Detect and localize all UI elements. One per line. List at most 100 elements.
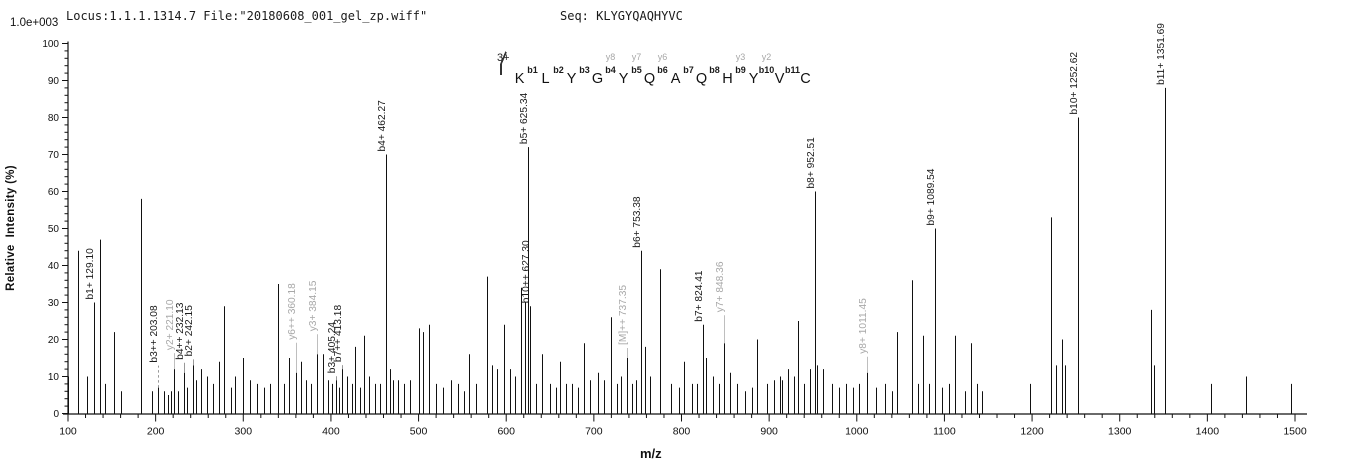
residue-letter: G bbox=[591, 71, 604, 87]
fragment-column: y6 b6 bbox=[500, 50, 669, 77]
b-ion-peak-label: b3++ 203.08 bbox=[149, 305, 160, 363]
y-ion-peak-label: y3+ 384.15 bbox=[308, 280, 319, 331]
residue-column: Y bbox=[617, 50, 631, 103]
b-ion-label: b1 bbox=[527, 65, 538, 75]
x-tick-label: 100 bbox=[59, 426, 77, 438]
y-tick-label: 30 bbox=[48, 298, 60, 309]
residue-letter: A bbox=[670, 71, 681, 87]
residue-letter: L bbox=[541, 71, 550, 87]
y-ion-peak-label: y7+ 848.36 bbox=[715, 261, 726, 312]
fragment-column: b7 bbox=[500, 50, 695, 77]
residue-letter: V bbox=[774, 71, 785, 87]
y-tick-label: 40 bbox=[48, 261, 60, 272]
b-ion-label: b3 bbox=[579, 65, 590, 75]
b-ion-label: b5 bbox=[631, 65, 642, 75]
y-tick-label: 100 bbox=[42, 39, 59, 50]
residue-letter: K bbox=[514, 71, 525, 87]
y-ion-peak-label: [M]++ 737.35 bbox=[618, 285, 629, 345]
x-axis-title: m/z bbox=[640, 446, 662, 461]
b-ion-peak-label: b10+ 1252.62 bbox=[1069, 52, 1080, 115]
x-tick-label: 700 bbox=[585, 426, 603, 438]
residue-letter: H bbox=[722, 71, 733, 87]
x-tick-label: 1100 bbox=[933, 426, 956, 438]
b-ion-label: b10 bbox=[758, 65, 775, 75]
b-ion-peak-label: b3+ 405.24 bbox=[327, 322, 338, 374]
y-ion-peak-label: y8+ 1011.45 bbox=[858, 298, 869, 354]
fragment-column: y3 b9 bbox=[500, 50, 747, 77]
residue-letter: Y bbox=[566, 71, 577, 87]
b-ion-label: b11 bbox=[785, 65, 801, 75]
residue-column: V bbox=[773, 50, 787, 103]
x-tick-label: 900 bbox=[760, 426, 778, 438]
residue-letter: Y bbox=[748, 71, 759, 87]
fragment-column: b2 bbox=[500, 50, 565, 77]
y-ion-label: y6 bbox=[657, 52, 668, 62]
y-ion-label bbox=[713, 50, 716, 65]
b-ion-peak-label: b4++ 232.13 bbox=[175, 302, 186, 360]
x-tick-label: 600 bbox=[497, 426, 515, 438]
header-locus-file: Locus:1.1.1.1314.7 File:"20180608_001_ge… bbox=[66, 9, 428, 23]
fragment-column: y2 b10 bbox=[500, 50, 775, 77]
residue-column: C bbox=[799, 50, 813, 103]
y-ion-label: y8 bbox=[605, 52, 616, 62]
residue-column: H bbox=[721, 50, 735, 103]
b-ion-peak-label: b8+ 952.51 bbox=[806, 137, 817, 189]
b-ion-label: b7 bbox=[683, 65, 694, 75]
y-ion-peak-label: y2+ 221.10 bbox=[165, 299, 176, 350]
y-ion-label bbox=[583, 50, 586, 65]
b-ion-peak-label: b1+ 129.10 bbox=[85, 248, 96, 300]
y-ion-label bbox=[687, 50, 690, 65]
intensity-scale-label: 1.0e+003 bbox=[10, 17, 59, 29]
residue-column: Y bbox=[747, 50, 761, 103]
b-ion-label: b9 bbox=[735, 65, 746, 75]
residue-column: G bbox=[591, 50, 605, 103]
residue-column: Q bbox=[695, 50, 709, 103]
y-tick-label: 50 bbox=[48, 224, 60, 235]
y-ion-label: y3 bbox=[735, 52, 746, 62]
residue-letter: Q bbox=[695, 71, 708, 87]
y-tick-label: 80 bbox=[48, 113, 60, 124]
b-ion-label: b6 bbox=[657, 65, 668, 75]
x-tick-label: 200 bbox=[147, 426, 165, 438]
b-ion-peak-label: b4+ 462.27 bbox=[377, 100, 388, 152]
b-ion-peak-label: b5+ 625.34 bbox=[519, 92, 530, 144]
x-tick-label: 1300 bbox=[1108, 426, 1132, 438]
y-tick-label: 60 bbox=[48, 187, 60, 198]
y-tick-label: 20 bbox=[48, 335, 60, 346]
fragment-column: y8 b4 bbox=[500, 50, 617, 77]
peptide-fragmentation-diagram: 3+ K b1 L b2 Y b3 G y8 b4 Y y7 b5 Q y6 b6 A… bbox=[497, 50, 813, 103]
y-tick-label: 90 bbox=[48, 76, 60, 87]
x-tick-label: 1400 bbox=[1196, 426, 1220, 438]
x-tick-label: 1200 bbox=[1020, 426, 1044, 438]
residue-column: L bbox=[539, 50, 553, 103]
b-ion-peak-label: b7++ 413.18 bbox=[333, 305, 344, 363]
b-ion-label: b2 bbox=[553, 65, 564, 75]
b-ion-label: b8 bbox=[709, 65, 720, 75]
b-ion-peak-label: b2+ 242.15 bbox=[184, 305, 195, 357]
b-ion-peak-label: b10++ 627.30 bbox=[521, 240, 532, 303]
fragment-column: b11 bbox=[500, 50, 801, 77]
x-tick-label: 500 bbox=[410, 426, 428, 438]
b-ion-peak-label: b9+ 1089.54 bbox=[926, 168, 937, 225]
y-tick-label: 10 bbox=[48, 372, 60, 383]
y-tick-label: 0 bbox=[53, 409, 59, 420]
b-ion-peak-label: b6+ 753.38 bbox=[632, 196, 643, 248]
b-ion-peak-label: b11+ 1351.69 bbox=[1156, 23, 1167, 85]
fragment-column: b3 bbox=[500, 50, 591, 77]
fragment-column: b8 bbox=[500, 50, 721, 77]
y-ion-peak-label: y6++ 360.18 bbox=[287, 283, 298, 340]
residue-column: Y bbox=[565, 50, 579, 103]
fragment-column: b1 bbox=[500, 50, 539, 77]
residue-column: A bbox=[669, 50, 683, 103]
y-ion-label bbox=[557, 50, 560, 65]
y-ion-label bbox=[791, 50, 794, 65]
residue-letter: Y bbox=[618, 71, 629, 87]
fragment-marker-icon bbox=[500, 51, 507, 75]
b-ion-label: b4 bbox=[605, 65, 616, 75]
residue-column: Q bbox=[643, 50, 657, 103]
y-ion-label: y2 bbox=[761, 52, 772, 62]
x-tick-label: 400 bbox=[322, 426, 340, 438]
x-tick-label: 1000 bbox=[845, 426, 869, 438]
